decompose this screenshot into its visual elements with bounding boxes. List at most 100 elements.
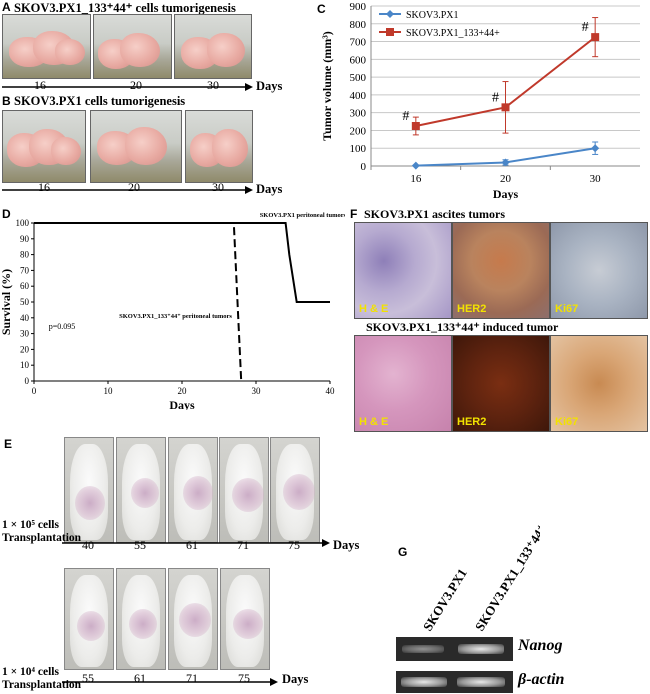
- panel-b-tick-20: 20: [128, 180, 140, 194]
- y-tick-500: 500: [350, 72, 367, 84]
- y-axis-label: Survival (%): [0, 269, 13, 335]
- data-point-1-1: [501, 103, 510, 112]
- ihc-bottom-he: H & E: [354, 335, 452, 432]
- y-tick-30: 30: [20, 329, 30, 339]
- band-nanog-lane1: [402, 645, 444, 653]
- x-tick-20: 20: [500, 173, 512, 185]
- panel-f-title-bottom: SKOV3.PX1_133⁺44⁺ induced tumor: [366, 320, 559, 334]
- panel-e-row1-cells-label: 1 × 10⁵ cells: [2, 519, 59, 531]
- panel-a-axis: [2, 83, 253, 91]
- mouse-photo-a-16: [2, 14, 91, 79]
- data-point-1-0: [411, 122, 420, 130]
- panel-e-row2-tick-61: 61: [134, 671, 146, 685]
- x-tick-0: 0: [32, 386, 37, 396]
- y-tick-0: 0: [361, 161, 367, 173]
- y-tick-800: 800: [350, 19, 367, 31]
- white-mouse-photo-55: [116, 437, 166, 543]
- white-mouse-photo-75: [270, 437, 320, 543]
- significance-mark-1: #: [492, 90, 499, 105]
- y-tick-100: 100: [16, 218, 30, 228]
- ihc-top-ki67-label: Ki67: [555, 303, 579, 315]
- panel-e-row2-cells-label: 1 × 10⁴ cells: [2, 666, 59, 678]
- panel-e-row2-transplant-label: Transplantation: [2, 679, 82, 691]
- panel-b-days-label: Days: [256, 182, 283, 196]
- white-mouse-photo-40: [64, 437, 114, 543]
- white-mouse-photo-61: [168, 437, 218, 543]
- panel-f-title-top: SKOV3.PX1 ascites tumors: [364, 207, 505, 221]
- panel-e-row1-tick-55: 55: [134, 538, 146, 552]
- y-tick-90: 90: [20, 234, 30, 244]
- panel-b-axis: [2, 186, 253, 194]
- y-tick-60: 60: [20, 281, 30, 291]
- y-tick-400: 400: [350, 90, 367, 102]
- p-value-label: p=0.095: [49, 322, 76, 331]
- tumor-volume-chart: 0 100 200 300 400 500 600 700 800 900 16 20 30 Days Tu…: [320, 1, 640, 200]
- panel-e-row2-days-label: Days: [282, 672, 309, 686]
- survival-curve-1: [34, 222, 243, 382]
- ihc-top-ki67: Ki67: [550, 222, 648, 319]
- legend-label-0: SKOV3.PX1: [406, 10, 459, 21]
- mouse-photo-a-30: [174, 14, 252, 79]
- band-nanog-lane2: [458, 644, 504, 654]
- survival-label-skov3px1: SKOV3.PX1 peritoneal tumors: [260, 212, 345, 219]
- y-tick-0: 0: [25, 376, 30, 386]
- panel-e-row2-labels: 1 × 10⁴ cells Transplantation: [2, 666, 81, 692]
- x-tick-30: 30: [252, 386, 262, 396]
- panel-e-row2-tick-55: 55: [82, 671, 94, 685]
- panel-a-tick-30: 30: [207, 78, 219, 92]
- ihc-bottom-he-label: H & E: [359, 416, 389, 428]
- mouse-photo-b-20: [90, 110, 182, 183]
- legend-marker-0: [386, 10, 394, 18]
- y-tick-200: 200: [350, 125, 367, 137]
- y-tick-70: 70: [20, 265, 30, 275]
- panel-e-row1-axis: [62, 539, 330, 547]
- y-tick-20: 20: [20, 344, 30, 354]
- data-point-0-1: [501, 158, 510, 167]
- panel-c-letter: C: [317, 2, 326, 16]
- white-mouse-photo-r2-55: [64, 568, 114, 670]
- band-actin-lane2: [457, 677, 505, 687]
- panel-e-row1-tick-71: 71: [237, 538, 249, 552]
- ihc-bottom-ki67: Ki67: [550, 335, 648, 432]
- lane-label-skov3px1: SKOV3.PX1: [420, 566, 470, 634]
- mouse-photo-a-20: [93, 14, 172, 79]
- panel-e-letter: E: [4, 437, 13, 451]
- panel-e-row1-tick-75: 75: [288, 538, 300, 552]
- panel-a-tick-16: 16: [34, 78, 46, 92]
- panel-e-row2-tick-71: 71: [186, 671, 198, 685]
- gel-beta-actin: [396, 671, 513, 693]
- mouse-photo-b-16: [2, 110, 86, 183]
- panel-d-letter: D: [2, 207, 11, 221]
- x-axis-label: Days: [169, 398, 195, 410]
- y-tick-100: 100: [350, 143, 367, 155]
- y-tick-50: 50: [20, 297, 30, 307]
- lane-label-skov3px1-133-44: SKOV3.PX1_133⁺44⁺: [472, 521, 540, 633]
- y-tick-600: 600: [350, 54, 367, 66]
- mouse-photo-b-30: [185, 110, 253, 183]
- gene-label-beta-actin: β-actin: [518, 671, 565, 688]
- ihc-bottom-her2: HER2: [452, 335, 550, 432]
- panel-e-row1-tick-40: 40: [82, 538, 94, 552]
- ihc-top-her2-label: HER2: [457, 303, 487, 315]
- ihc-top-her2: HER2: [452, 222, 550, 319]
- x-tick-10: 10: [104, 386, 114, 396]
- x-tick-40: 40: [326, 386, 336, 396]
- gene-label-nanog: Nanog: [518, 637, 563, 654]
- data-point-0-0: [411, 161, 420, 170]
- survival-chart: 0 10 20 30 40 50 60 70 80 90 100 0 10 20 30 40 Days Survi…: [0, 212, 345, 410]
- panel-b-tick-30: 30: [212, 180, 224, 194]
- band-actin-lane1: [401, 677, 447, 687]
- y-tick-10: 10: [20, 360, 30, 370]
- panel-e-row1-tick-61: 61: [186, 538, 198, 552]
- white-mouse-photo-r2-61: [116, 568, 166, 670]
- legend-label-1: SKOV3.PX1_133+44+: [406, 28, 500, 39]
- ihc-bottom-ki67-label: Ki67: [555, 416, 579, 428]
- panel-e-row1-transplant-label: Transplantation: [2, 532, 82, 544]
- y-axis-label: Tumor volume (mm³): [320, 31, 334, 141]
- data-point-0-2: [591, 144, 600, 153]
- significance-mark-0: #: [402, 109, 409, 124]
- panel-a-days-label: Days: [256, 79, 283, 93]
- legend-marker-1: [386, 28, 394, 36]
- panel-b-letter: B: [2, 94, 11, 108]
- y-tick-80: 80: [20, 250, 30, 260]
